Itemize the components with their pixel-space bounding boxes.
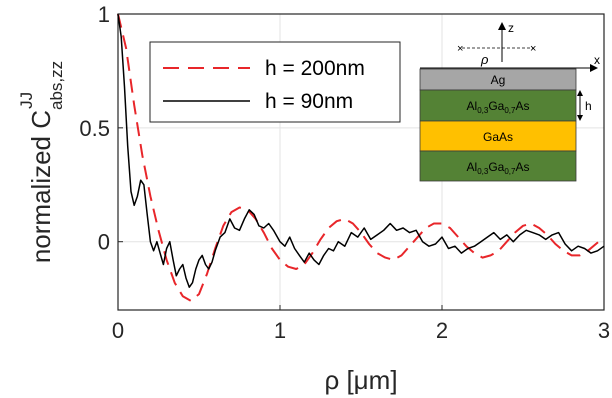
inset-schematic: z × × ρ x Ag Al0,3Ga0,7As GaAs Al0,3Ga0,… — [419, 21, 600, 182]
inset-h-arrow-down-icon — [577, 115, 583, 121]
layer-algaas-top-label: Al0,3Ga0,7As — [467, 99, 530, 115]
y-axis-label-group: normalized Cabs,zz JJ — [17, 61, 66, 263]
y-axis-label-main: normalized C — [26, 110, 56, 263]
inset-x-label: x — [594, 53, 600, 67]
layer-ag-label: Ag — [491, 73, 506, 87]
inset-h-label: h — [585, 99, 592, 113]
layer-algaas-bottom-label: Al0,3Ga0,7As — [467, 160, 530, 176]
layer-algaas-top — [419, 89, 577, 122]
series-line-h90 — [117, 13, 605, 288]
x-tick-label: 1 — [274, 318, 286, 343]
x-axis-label: ρ [μm] — [324, 365, 397, 395]
inset-h-arrow-up-icon — [577, 90, 583, 96]
series-line-h200 — [117, 13, 605, 302]
y-axis-label-sup: JJ — [17, 92, 36, 109]
inset-z-label: z — [508, 21, 514, 35]
x-tick-label: 3 — [598, 318, 610, 343]
inset-x-arrow-icon — [590, 64, 598, 72]
y-tick-label: 0.5 — [79, 116, 110, 141]
inset-z-arrow-icon — [498, 22, 506, 30]
inset-rho-label: ρ — [480, 52, 489, 67]
y-axis-label-sub: abs,zz — [47, 61, 66, 110]
legend: h = 200nm h = 90nm — [149, 41, 401, 123]
layer-gaas — [419, 120, 577, 152]
y-tick-label: 1 — [98, 2, 110, 27]
inset-cross-left-icon: × — [457, 43, 463, 55]
layer-algaas-bottom — [419, 150, 577, 182]
plot-frame — [117, 13, 605, 311]
legend-label-h200: h = 200nm — [265, 57, 365, 80]
y-axis-label: normalized Cabs,zz JJ — [17, 61, 66, 263]
y-tick-label: 0 — [98, 230, 110, 255]
x-tick-label: 0 — [112, 318, 124, 343]
series-layer — [117, 13, 605, 302]
ticks: 0 1 2 3 0 0.5 1 — [79, 2, 610, 343]
layer-gaas-label: GaAs — [483, 130, 513, 144]
legend-label-h90: h = 90nm — [265, 90, 353, 113]
legend-box — [149, 41, 401, 123]
inset-cross-right-icon: × — [530, 43, 536, 55]
x-tick-label: 2 — [436, 318, 448, 343]
